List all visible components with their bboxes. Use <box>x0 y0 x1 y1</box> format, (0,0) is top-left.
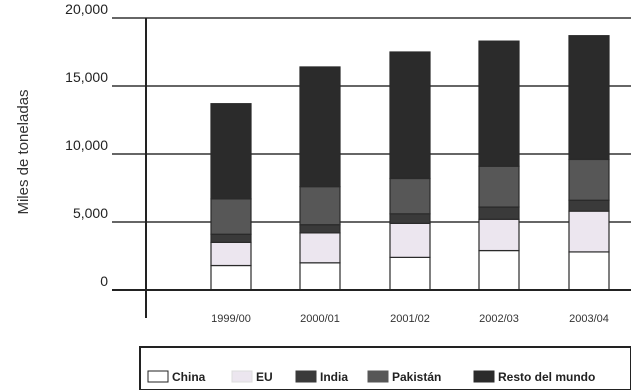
bars <box>210 35 610 291</box>
legend-swatch <box>147 370 169 383</box>
bar-segment <box>568 251 610 291</box>
bar-segment <box>389 177 431 215</box>
legend-label: Pakistán <box>392 370 441 384</box>
bar-segment <box>210 103 252 200</box>
legend-label: India <box>320 370 348 384</box>
legend: China EU India Pakistán Resto del mundo <box>139 346 631 390</box>
y-tick-label: 0 <box>100 273 108 289</box>
bar-segment <box>478 165 520 208</box>
legend-box <box>139 346 631 390</box>
bar-segment <box>478 40 520 167</box>
x-tick-label: 2003/04 <box>569 313 609 325</box>
bar-segment <box>299 66 341 188</box>
gridlines <box>112 17 631 223</box>
bar-segment <box>299 262 341 291</box>
legend-swatch <box>295 370 317 383</box>
y-tick-label: 5,000 <box>73 205 108 221</box>
y-tick-label: 15,000 <box>65 69 108 85</box>
legend-swatch <box>367 370 389 383</box>
y-tick-label: 20,000 <box>65 1 108 17</box>
x-tick-labels: 1999/00 2000/01 2001/02 2002/03 2003/04 <box>211 313 609 325</box>
bar-segment <box>478 218 520 252</box>
bar-segment <box>299 224 341 234</box>
bar-segment <box>568 35 610 161</box>
bar-segment <box>568 199 610 212</box>
bar-segment <box>389 222 431 258</box>
bar-segment <box>210 198 252 235</box>
axes <box>112 18 631 318</box>
x-tick-label: 2000/01 <box>300 313 340 325</box>
y-tick-labels: 20,000 15,000 10,000 5,000 0 <box>65 1 108 289</box>
bar-segment <box>568 210 610 253</box>
bar-segment <box>389 256 431 291</box>
bar-segment <box>210 233 252 244</box>
bar-segment <box>568 158 610 201</box>
bar-segment <box>389 213 431 224</box>
legend-label: China <box>172 370 206 384</box>
legend-swatch <box>473 370 495 383</box>
bar-segment <box>210 264 252 291</box>
x-tick-label: 2001/02 <box>390 313 430 325</box>
legend-label: EU <box>256 370 273 384</box>
bar-segment <box>210 241 252 267</box>
x-tick-label: 2002/03 <box>479 313 519 325</box>
legend-swatch <box>231 370 253 383</box>
y-tick-label: 10,000 <box>65 137 108 153</box>
bar-segment <box>478 206 520 220</box>
legend-label: Resto del mundo <box>498 370 595 384</box>
bar-segment <box>478 249 520 291</box>
bar-segment <box>299 186 341 226</box>
bar-segment <box>299 232 341 264</box>
bar-segment <box>389 51 431 180</box>
y-axis-label: Miles de toneladas <box>15 89 32 214</box>
x-tick-label: 1999/00 <box>211 313 251 325</box>
